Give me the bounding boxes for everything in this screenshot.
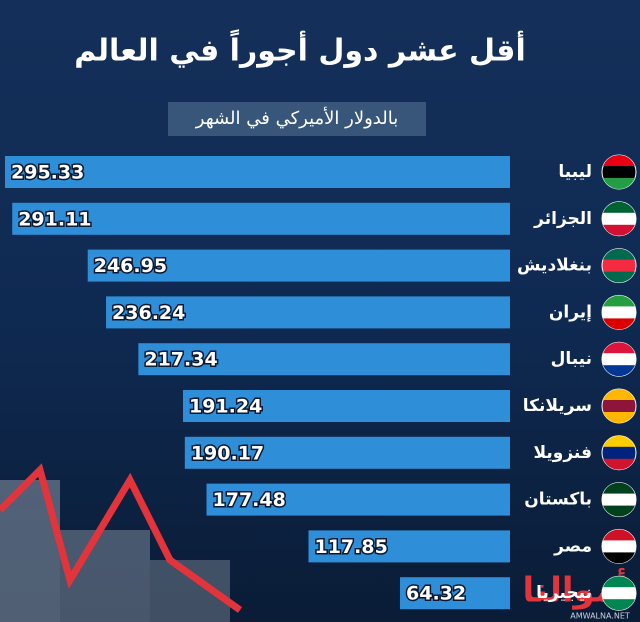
- bar: [184, 436, 510, 469]
- flag-band: [602, 483, 636, 494]
- flag-band: [602, 412, 636, 423]
- flag-band: [602, 459, 636, 470]
- category-label: فنزويلا: [533, 443, 592, 463]
- flag-band: [602, 436, 636, 447]
- bar: [308, 530, 510, 563]
- bar: [138, 343, 510, 376]
- flag-band: [602, 365, 636, 376]
- value-label: 246.95: [94, 255, 167, 277]
- chart-title: أقل عشر دول أجوراً في العالم: [74, 29, 525, 69]
- category-label: مصر: [553, 536, 592, 556]
- value-label: 64.32: [406, 583, 466, 605]
- value-label: 190.17: [191, 442, 264, 464]
- subtitle-box: [168, 102, 426, 136]
- category-label: نيبال: [551, 349, 592, 369]
- flag-band: [602, 318, 636, 329]
- bar: [400, 577, 510, 610]
- flag-band: [602, 155, 636, 166]
- category-label: إيران: [549, 302, 592, 322]
- flag-band: [602, 202, 636, 213]
- flag-band: [602, 225, 636, 236]
- category-label: باكستان: [524, 490, 592, 510]
- flag-band: [602, 529, 636, 540]
- category-label: نيجيريا: [536, 583, 592, 603]
- flag-band: [602, 389, 636, 400]
- value-label: 236.24: [112, 302, 185, 324]
- flag-band: [602, 295, 636, 306]
- bar: [182, 390, 510, 422]
- bar: [12, 202, 510, 235]
- category-label: بنغلاديش: [517, 256, 592, 276]
- chart-subtitle: بالدولار الأميركي في الشهر: [195, 107, 398, 129]
- category-label: سريلانكا: [523, 396, 592, 416]
- bar: [87, 249, 511, 282]
- watermark-url: AMWALNA.NET: [570, 612, 630, 621]
- flag-band: [602, 272, 636, 283]
- flag-band: [602, 342, 636, 353]
- flag-band: [602, 178, 636, 189]
- value-label: 117.85: [314, 536, 387, 558]
- trend-arrow: [0, 463, 243, 613]
- category-label: الجزائر: [533, 209, 592, 229]
- value-label: 217.34: [144, 349, 217, 371]
- flag-band: [602, 576, 636, 587]
- bar: [106, 296, 510, 329]
- bar: [5, 156, 510, 188]
- category-label: ليبيا: [558, 162, 592, 182]
- value-label: 291.11: [18, 208, 91, 230]
- value-label: 295.33: [11, 162, 84, 184]
- bar: [206, 483, 510, 516]
- value-label: 191.24: [189, 396, 262, 418]
- value-label: 177.48: [213, 489, 286, 511]
- flag-band: [602, 552, 636, 563]
- flag-band: [602, 599, 636, 610]
- flag-band: [602, 506, 636, 517]
- flag-band: [602, 249, 636, 260]
